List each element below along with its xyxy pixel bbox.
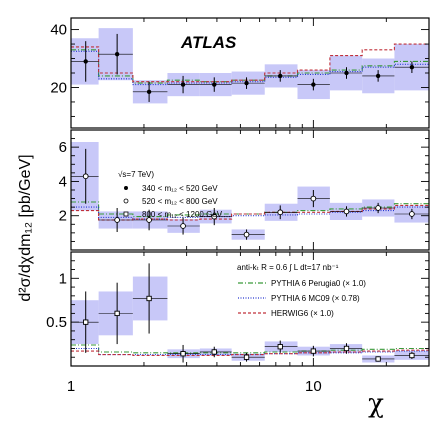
data-point <box>375 73 381 79</box>
legend-data-header: √s=7 TeV) <box>118 170 154 179</box>
legend-data-entry-2: 520 < m₁₂ < 800 GeV <box>142 197 218 206</box>
panel-1-plot <box>71 28 429 104</box>
data-point <box>311 82 316 87</box>
y-tick-label: 1 <box>59 270 67 287</box>
x-tick-label: 1 <box>67 378 75 395</box>
data-point <box>180 351 186 357</box>
y-tick-label: 4 <box>59 173 67 190</box>
legend-marker-filled <box>124 186 128 190</box>
data-point <box>211 349 217 355</box>
y-tick-label: 20 <box>50 79 67 96</box>
legend-theory: anti-kₜ R = 0.6 ∫ L dt=17 nb⁻¹ PYTHIA 6 … <box>237 263 366 318</box>
data-point <box>277 344 283 350</box>
legend-marker-square <box>123 211 129 217</box>
data-point <box>180 223 186 229</box>
data-point <box>375 205 381 211</box>
data-point <box>146 295 152 302</box>
data-point <box>114 51 120 57</box>
data-point <box>243 231 250 238</box>
mc09-line <box>71 50 429 86</box>
legend-marker-open <box>123 198 129 204</box>
data-point <box>212 82 217 87</box>
data-point <box>310 195 317 202</box>
panel-2-plot <box>71 142 429 240</box>
legend-data-entry-1: 340 < m₁₂ < 520 GeV <box>142 184 218 193</box>
legend-theory-entry-2: PYTHIA 6 MC09 (× 0.78) <box>271 294 360 303</box>
data-point <box>409 65 415 70</box>
data-point <box>343 208 350 215</box>
data-point <box>244 80 249 86</box>
data-point <box>310 348 317 354</box>
data-point <box>83 319 89 325</box>
legend-theory-entry-3: HERWIG6 (× 1.0) <box>271 309 334 318</box>
data-point <box>114 217 120 223</box>
data-point <box>146 89 152 95</box>
data-point <box>375 356 381 362</box>
data-point <box>277 209 284 216</box>
data-point <box>180 82 186 87</box>
herwig-line <box>71 43 429 83</box>
data-point <box>83 59 88 64</box>
atlas-label: ATLAS <box>180 33 237 52</box>
panel-3-plot <box>71 263 429 363</box>
y-axis-label: d²σ/dχdm₁₂ [pb/GeV] <box>17 154 34 301</box>
data-point <box>409 211 415 217</box>
legend-theory-entry-1: PYTHIA 6 Perugia0 (× 1.0) <box>271 279 366 288</box>
data-point <box>243 354 250 360</box>
x-tick-labels: 1 10 <box>67 378 322 395</box>
perugia-line <box>71 344 429 354</box>
y-tick-label: 40 <box>50 22 67 39</box>
data-point <box>146 217 152 223</box>
x-tick-label: 10 <box>305 378 322 395</box>
data-point <box>278 73 283 79</box>
y-tick-label: 6 <box>59 139 67 156</box>
y-tick-label: 0.5 <box>46 314 67 331</box>
legend-data: √s=7 TeV) 340 < m₁₂ < 520 GeV 520 < m₁₂ … <box>118 170 223 219</box>
data-point <box>409 352 415 359</box>
panels: 20 40 2 4 6 0.5 1 <box>46 17 430 367</box>
panel-3-frame <box>70 251 430 367</box>
y-tick-label: 2 <box>59 208 67 225</box>
legend-data-entry-3: 800 < m₁₂ < 1200 GeV <box>142 210 223 219</box>
herwig-line <box>71 349 429 357</box>
data-point <box>211 213 218 220</box>
data-point <box>344 70 349 76</box>
data-point <box>343 345 350 352</box>
legend-theory-header: anti-kₜ R = 0.6 ∫ L dt=17 nb⁻¹ <box>237 263 339 272</box>
x-axis-label: χ <box>368 389 384 419</box>
mc09-line <box>71 347 429 356</box>
data-point <box>114 310 120 317</box>
data-point <box>82 173 89 180</box>
